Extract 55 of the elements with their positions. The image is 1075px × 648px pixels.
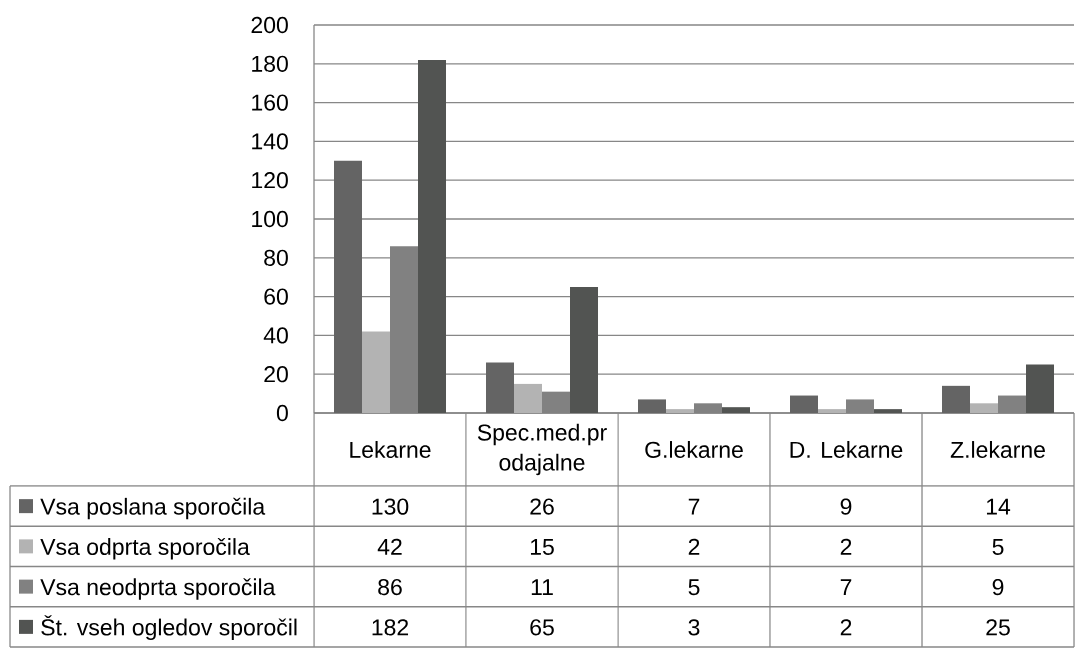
y-tick-label: 120 bbox=[252, 172, 288, 189]
bar bbox=[722, 407, 750, 413]
data-label: 9 bbox=[992, 578, 1004, 596]
data-label: 65 bbox=[530, 619, 554, 636]
x-tick-label: G.lekarne bbox=[645, 441, 743, 458]
y-tick-label: 20 bbox=[264, 366, 288, 383]
y-tick-label: 160 bbox=[252, 94, 288, 111]
legend-label: Vsa poslana sporočila bbox=[40, 497, 266, 520]
bar bbox=[638, 399, 667, 413]
data-label: 7 bbox=[688, 498, 700, 515]
legend-label: Št. vseh ogledov sporočil bbox=[41, 615, 297, 641]
bar bbox=[362, 331, 390, 413]
data-label: 2 bbox=[840, 538, 852, 555]
y-tick-label: 0 bbox=[276, 404, 288, 422]
data-label: 25 bbox=[986, 619, 1010, 636]
data-label: 15 bbox=[530, 538, 554, 555]
bar bbox=[874, 409, 902, 413]
data-label: 2 bbox=[688, 538, 700, 555]
legend-label: Vsa neodprta sporočila bbox=[40, 578, 276, 600]
bar bbox=[418, 59, 446, 413]
data-label: 9 bbox=[840, 498, 852, 515]
data-label: 5 bbox=[688, 579, 700, 596]
bar bbox=[666, 409, 694, 413]
bar bbox=[486, 362, 514, 413]
data-label: 130 bbox=[372, 498, 409, 515]
bar bbox=[334, 160, 362, 413]
data-label: 3 bbox=[688, 619, 700, 636]
legend-label: Vsa odprta sporočila bbox=[40, 538, 250, 560]
data-label: 26 bbox=[530, 498, 554, 515]
y-tick-label: 100 bbox=[252, 210, 288, 228]
y-tick-label: 40 bbox=[263, 327, 288, 344]
bar bbox=[970, 403, 999, 413]
bar bbox=[514, 383, 542, 413]
x-tick-label: Z.lekarne bbox=[950, 441, 1045, 458]
data-label: 5 bbox=[992, 538, 1004, 555]
bar bbox=[1026, 364, 1055, 413]
x-tick-label: Spec.med.prodajalne bbox=[477, 423, 607, 476]
bar bbox=[570, 286, 599, 413]
data-label: 2 bbox=[840, 619, 852, 636]
data-label: 42 bbox=[377, 538, 402, 555]
bar bbox=[790, 395, 818, 413]
data-label: 7 bbox=[840, 579, 852, 596]
data-label: 182 bbox=[372, 619, 409, 636]
y-tick-label: 180 bbox=[252, 55, 288, 72]
data-label: 11 bbox=[531, 579, 553, 596]
data-label: 14 bbox=[986, 498, 1011, 515]
x-tick-label: D. Lekarne bbox=[790, 441, 903, 458]
y-tick-label: 140 bbox=[252, 133, 288, 150]
data-label: 86 bbox=[378, 578, 402, 596]
y-tick-label: 200 bbox=[251, 16, 288, 34]
y-tick-label: 60 bbox=[264, 288, 288, 305]
bar bbox=[818, 409, 847, 413]
x-tick-label: Lekarne bbox=[350, 441, 431, 458]
bar bbox=[942, 385, 970, 413]
y-tick-label: 80 bbox=[264, 249, 288, 266]
